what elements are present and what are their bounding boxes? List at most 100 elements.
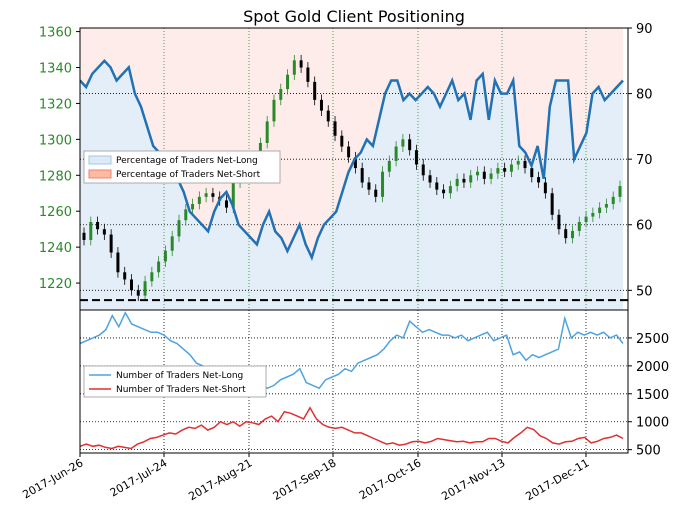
candle-body xyxy=(476,171,480,176)
top-legend: Percentage of Traders Net-Long Percentag… xyxy=(83,150,281,184)
candle-body xyxy=(353,157,357,169)
count-tick-label: 2000 xyxy=(636,360,669,375)
candle-body xyxy=(163,250,167,262)
candle-body xyxy=(381,171,385,197)
candle-body xyxy=(604,204,608,208)
candle-body xyxy=(136,290,140,296)
candle-body xyxy=(326,110,330,122)
candle-body xyxy=(394,146,398,161)
price-tick-label: 1320 xyxy=(39,97,72,112)
candle-body xyxy=(129,279,133,291)
candle-body xyxy=(591,213,595,217)
candle-body xyxy=(550,193,554,215)
candle-body xyxy=(292,60,296,75)
legend-label-count-short: Number of Traders Net-Short xyxy=(116,385,246,395)
net-short-count-line xyxy=(80,406,624,450)
legend-label-short: Percentage of Traders Net-Short xyxy=(116,170,261,180)
candle-body xyxy=(577,221,581,231)
candle-body xyxy=(191,204,195,210)
x-tick-label: 2017-Dec-11 xyxy=(523,456,591,503)
legend-label-count-long: Number of Traders Net-Long xyxy=(116,371,243,381)
candle-body xyxy=(401,139,405,147)
candle-body xyxy=(184,209,188,221)
candle-body xyxy=(157,261,161,273)
bottom-gridlines xyxy=(79,310,628,453)
candle-body xyxy=(367,182,371,190)
candle-body xyxy=(211,193,215,197)
candle-body xyxy=(598,207,602,214)
candle-body xyxy=(313,81,317,100)
bottom-panel: 500 1000 1500 2000 2500 Number of Traders Ne… xyxy=(79,309,669,459)
candle-body xyxy=(618,186,622,197)
x-tick-label: 2017-Oct-16 xyxy=(357,456,423,502)
candle-body xyxy=(543,182,547,194)
pct-tick-label: 50 xyxy=(636,284,653,299)
price-tick-label: 1240 xyxy=(39,241,72,256)
price-axis: 1220 1240 1260 1280 1300 1320 1340 1360 xyxy=(39,26,80,292)
candle-body xyxy=(123,272,127,280)
candle-body xyxy=(333,121,337,136)
x-tick-label: 2017-Jun-26 xyxy=(20,456,85,501)
candle-body xyxy=(387,160,391,172)
net-long-count-line xyxy=(80,311,624,390)
count-axis: 500 1000 1500 2000 2500 xyxy=(628,332,669,459)
x-tick-label: 2017-Sep-18 xyxy=(271,456,339,503)
x-tick-label: 2017-Nov-13 xyxy=(439,456,507,503)
candle-body xyxy=(299,60,303,68)
candle-body xyxy=(509,164,513,172)
net-long-area xyxy=(80,60,623,310)
candle-body xyxy=(408,139,412,151)
candle-body xyxy=(584,216,588,222)
candle-body xyxy=(360,168,364,183)
price-tick-label: 1360 xyxy=(39,26,72,41)
bottom-legend: Number of Traders Net-Long Number of Tra… xyxy=(83,365,267,398)
candle-body xyxy=(143,281,147,296)
count-tick-label: 2500 xyxy=(636,332,669,347)
legend-label-long: Percentage of Traders Net-Long xyxy=(116,156,258,166)
candle-body xyxy=(482,171,486,179)
candle-body xyxy=(448,186,452,194)
x-axis: 2017-Jun-26 2017-Jul-24 2017-Aug-21 2017-Se… xyxy=(20,453,592,503)
candle-body xyxy=(462,178,466,183)
candle-body xyxy=(286,74,290,90)
candle-body xyxy=(428,175,432,183)
candle-body xyxy=(442,189,446,194)
chart-title: Spot Gold Client Positioning xyxy=(243,7,465,26)
candle-body xyxy=(496,168,500,174)
candle-body xyxy=(455,178,459,187)
candle-body xyxy=(170,236,174,251)
price-tick-label: 1300 xyxy=(39,133,72,148)
candle-body xyxy=(265,121,269,143)
legend-swatch-short xyxy=(88,169,112,179)
x-tick-label: 2017-Jul-24 xyxy=(108,456,170,499)
candle-body xyxy=(306,67,310,82)
candle-body xyxy=(611,196,615,205)
candle-body xyxy=(272,99,276,122)
candle-body xyxy=(564,229,568,239)
candle-body xyxy=(347,146,351,158)
price-tick-label: 1260 xyxy=(39,205,72,220)
candle-body xyxy=(96,221,100,230)
candle-body xyxy=(489,173,493,179)
candle-body xyxy=(109,234,113,253)
candle-body xyxy=(150,272,154,282)
candle-body xyxy=(537,177,541,183)
candle-body xyxy=(340,135,344,147)
candle-body xyxy=(374,189,378,197)
candle-body xyxy=(231,182,235,208)
legend-swatch-long xyxy=(88,155,112,165)
candle-body xyxy=(319,99,323,111)
candle-body xyxy=(197,196,201,205)
candle-body xyxy=(469,175,473,183)
pct-tick-label: 70 xyxy=(636,153,653,168)
count-tick-label: 1000 xyxy=(636,416,669,431)
price-tick-label: 1340 xyxy=(39,62,72,77)
top-panel: 1220 1240 1260 1280 1300 1320 1340 1360 50 60 70 8… xyxy=(39,22,653,311)
candle-body xyxy=(224,200,228,208)
candle-body xyxy=(571,230,575,239)
candle-body xyxy=(414,150,418,165)
candle-body xyxy=(279,89,283,100)
x-tick-label: 2017-Aug-21 xyxy=(186,456,254,503)
candle-body xyxy=(177,220,181,237)
